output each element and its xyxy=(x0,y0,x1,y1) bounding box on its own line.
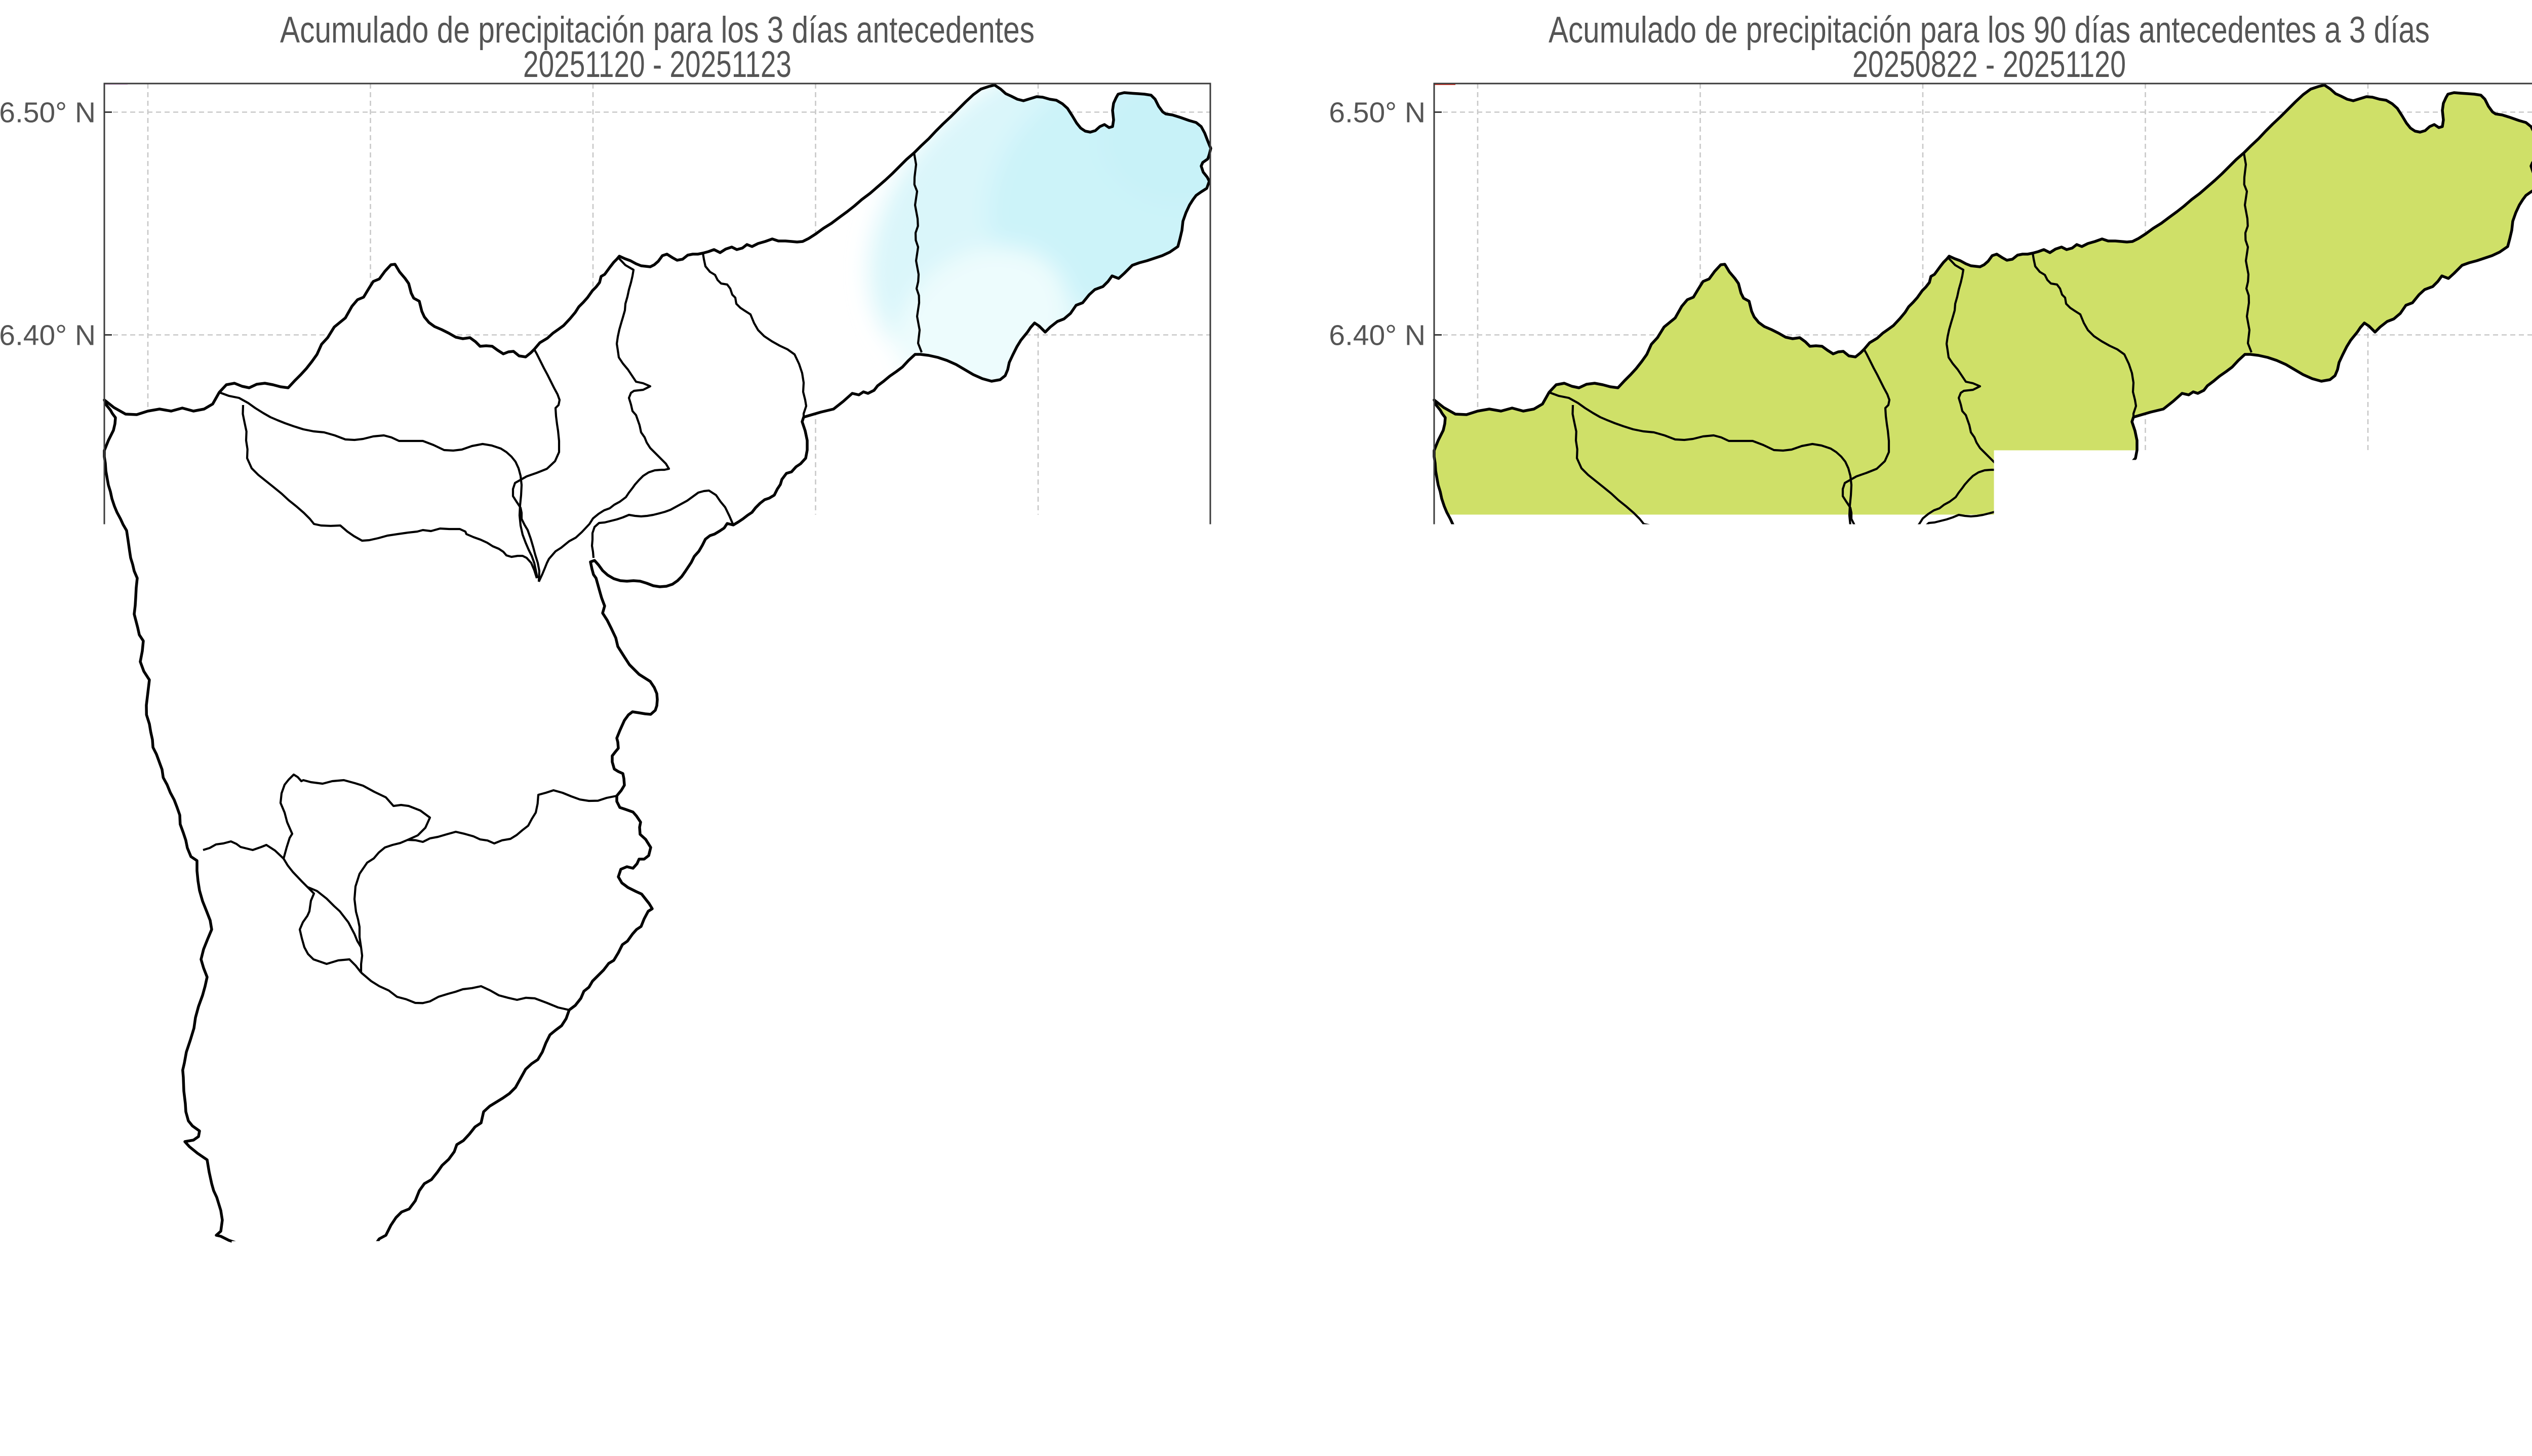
svg-text:10: 10 xyxy=(238,1360,273,1402)
svg-text:400: 400 xyxy=(1858,1360,1912,1402)
svg-text:100: 100 xyxy=(1134,1360,1188,1402)
svg-text:25: 25 xyxy=(389,1360,424,1402)
svg-text:40: 40 xyxy=(539,1360,575,1402)
svg-text:75.50° W: 75.50° W xyxy=(533,1274,652,1307)
svg-text:20251120 - 20251123: 20251120 - 20251123 xyxy=(523,44,792,85)
svg-text:1000: 1000 xyxy=(2452,1360,2523,1402)
svg-text:6.20° N: 6.20° N xyxy=(0,765,96,797)
svg-text:900: 900 xyxy=(2360,1360,2414,1402)
svg-text:6.00° N: 6.00° N xyxy=(1329,1210,1426,1243)
svg-text:500: 500 xyxy=(1959,1360,2012,1402)
svg-text:700: 700 xyxy=(2160,1360,2213,1402)
svg-text:6.10° N: 6.10° N xyxy=(0,988,96,1020)
svg-text:75.70° W: 75.70° W xyxy=(1418,1274,1537,1307)
svg-text:80: 80 xyxy=(942,1360,977,1402)
svg-text:800: 800 xyxy=(2260,1360,2313,1402)
svg-text:50: 50 xyxy=(640,1360,676,1402)
svg-text:20: 20 xyxy=(338,1360,374,1402)
svg-text:20250822 - 20251120: 20250822 - 20251120 xyxy=(1852,44,2126,85)
svg-text:6.10° N: 6.10° N xyxy=(1329,988,1426,1020)
svg-text:75.30° W: 75.30° W xyxy=(2308,1274,2427,1307)
svg-text:75.60° W: 75.60° W xyxy=(1641,1274,1760,1307)
svg-text:Acumulado Precipitación [mm]: Acumulado Precipitación [mm] xyxy=(424,1399,895,1439)
svg-text:75.30° W: 75.30° W xyxy=(978,1274,1097,1307)
svg-text:6.40° N: 6.40° N xyxy=(1329,319,1426,352)
svg-text:30: 30 xyxy=(439,1360,474,1402)
svg-text:5: 5 xyxy=(195,1360,216,1402)
svg-text:100: 100 xyxy=(1558,1360,1611,1402)
svg-text:300: 300 xyxy=(1758,1360,1811,1402)
svg-text:0: 0 xyxy=(1473,1360,1494,1402)
svg-text:60: 60 xyxy=(741,1360,776,1402)
svg-text:6.30° N: 6.30° N xyxy=(1329,542,1426,575)
svg-text:6.30° N: 6.30° N xyxy=(0,542,96,575)
svg-text:15: 15 xyxy=(288,1360,324,1402)
svg-text:75.60° W: 75.60° W xyxy=(311,1274,430,1307)
svg-text:1: 1 xyxy=(154,1360,175,1402)
svg-text:35: 35 xyxy=(489,1360,525,1402)
svg-text:6.40° N: 6.40° N xyxy=(0,319,96,352)
svg-text:200: 200 xyxy=(1658,1360,1711,1402)
svg-text:75.50° W: 75.50° W xyxy=(1863,1274,1982,1307)
svg-text:6.50° N: 6.50° N xyxy=(0,97,96,129)
svg-text:Acumulado Precipitación [mm]: Acumulado Precipitación [mm] xyxy=(1753,1399,2224,1439)
svg-text:6.50° N: 6.50° N xyxy=(1329,97,1426,129)
svg-text:75.40° W: 75.40° W xyxy=(2086,1274,2205,1307)
svg-text:6.20° N: 6.20° N xyxy=(1329,765,1426,797)
svg-text:600: 600 xyxy=(2060,1360,2113,1402)
svg-text:6.00° N: 6.00° N xyxy=(0,1210,96,1243)
svg-text:75.70° W: 75.70° W xyxy=(88,1274,207,1307)
svg-text:75.40° W: 75.40° W xyxy=(756,1274,875,1307)
